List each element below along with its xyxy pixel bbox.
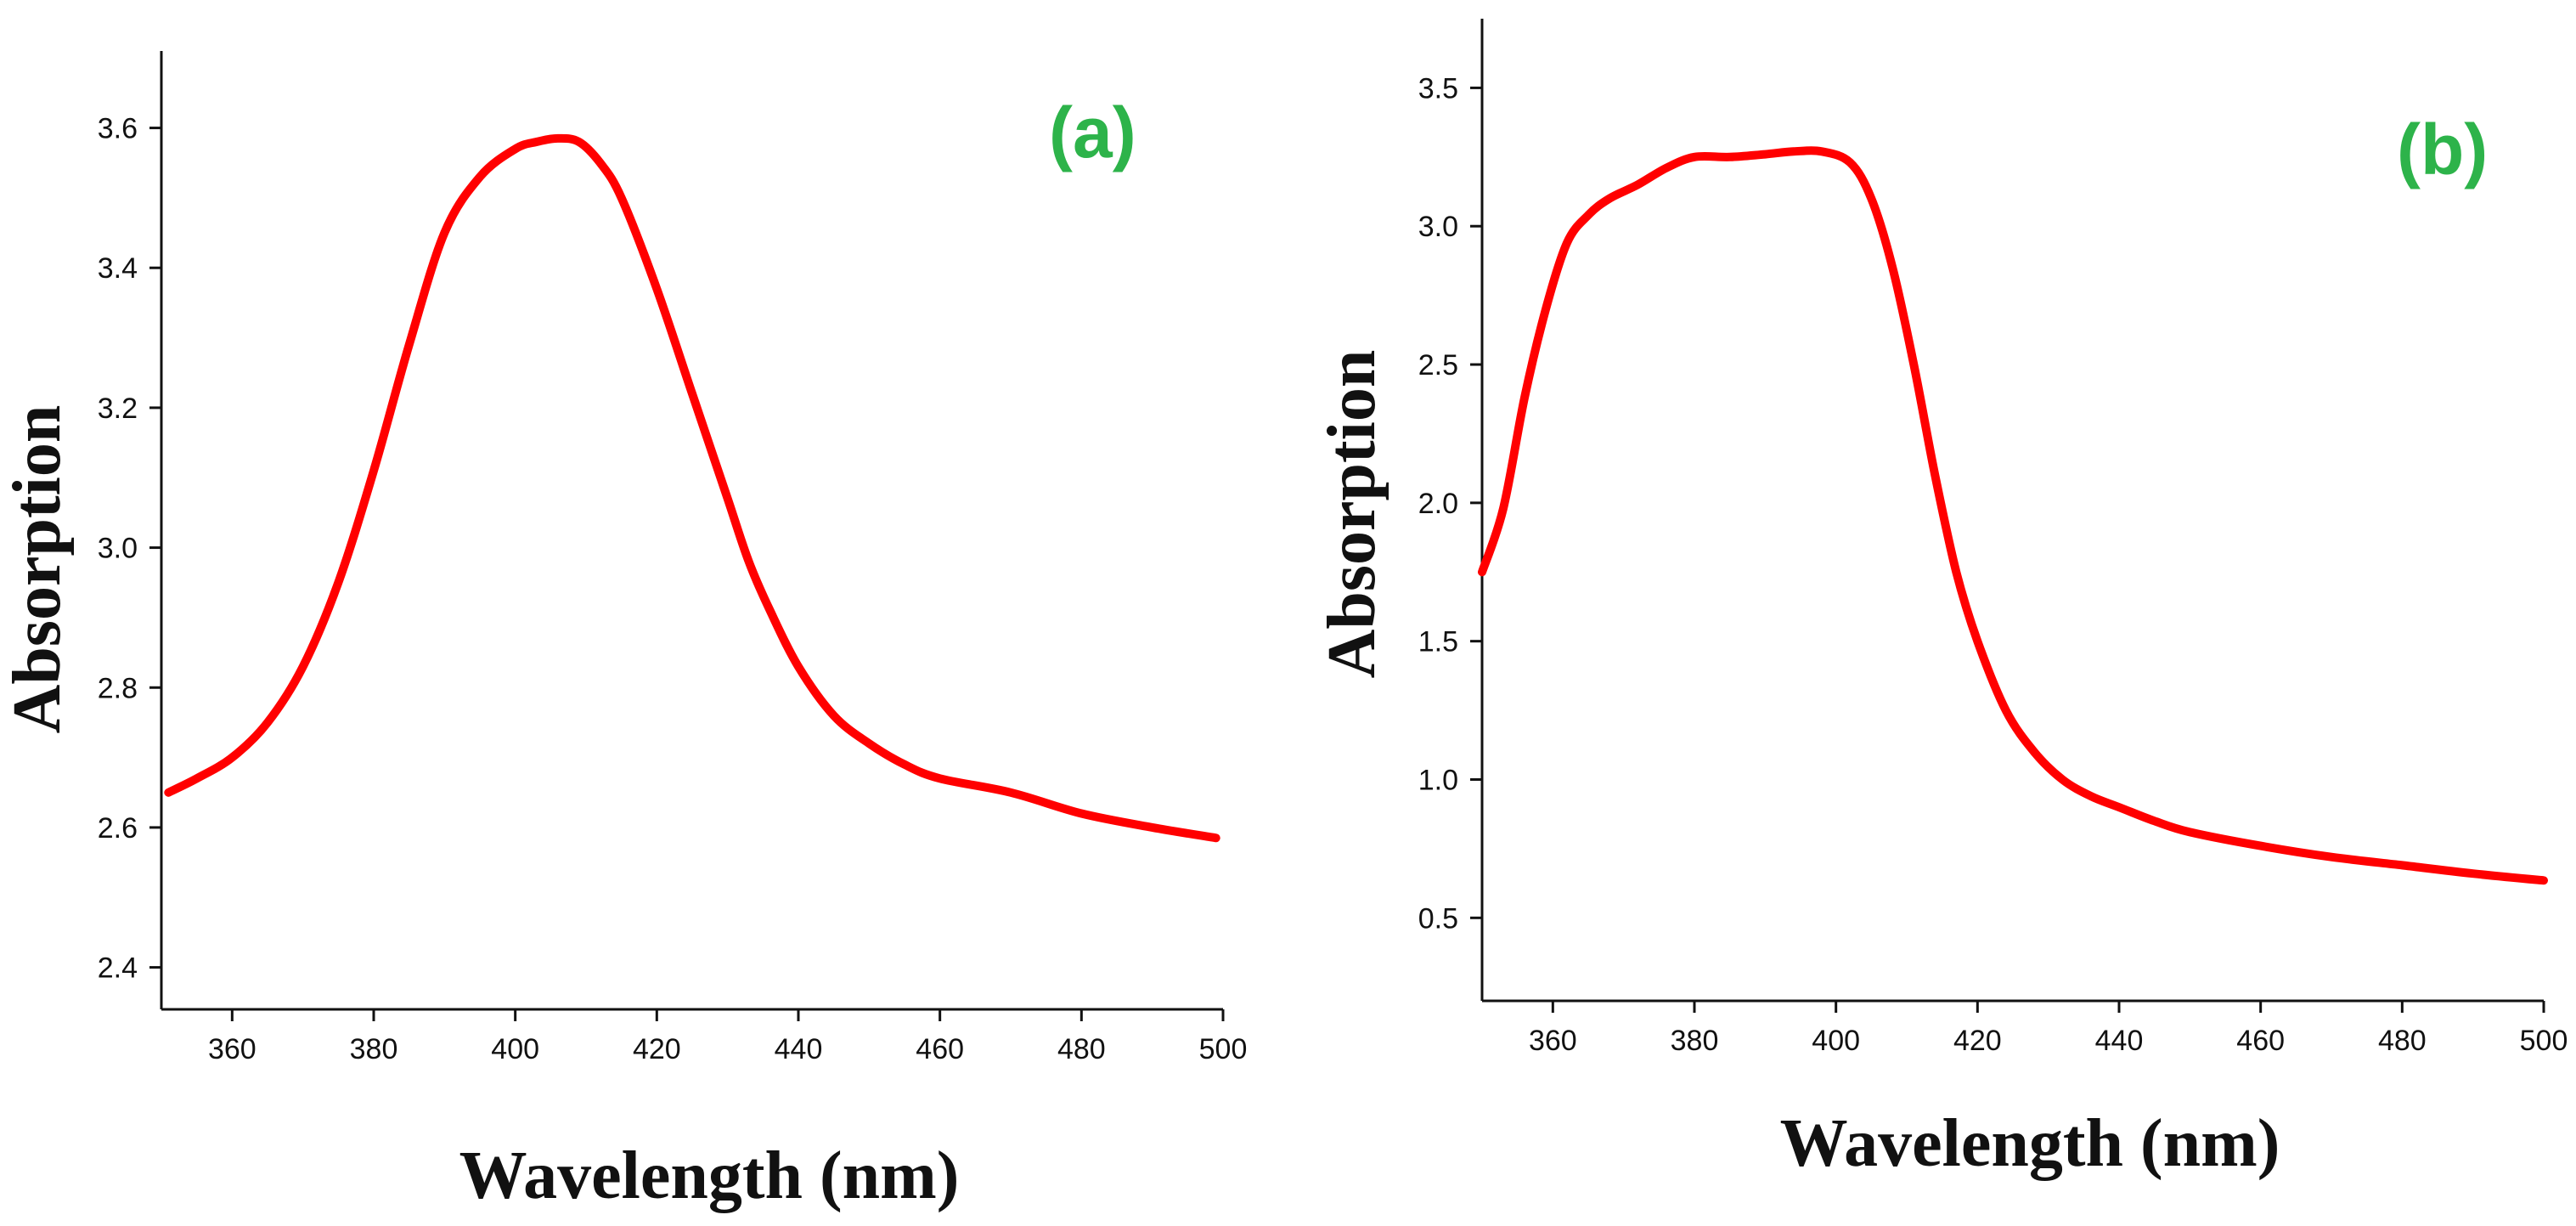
y-tick-label-a-0: 2.4 (98, 952, 138, 985)
x-tick-label-a-7: 500 (1199, 1033, 1248, 1065)
panel-label-b: (b) (2397, 110, 2488, 189)
tick-group-a: 360 380 400 420 440 460 480 500 2.4 2.6 2.8 3.0 3.2 3… (98, 113, 1248, 1065)
x-tick-label-a-3: 420 (633, 1033, 681, 1065)
y-tick-label-a-1: 2.6 (98, 812, 138, 845)
x-tick-label-b-2: 400 (1812, 1025, 1860, 1057)
y-tick-label-a-2: 2.8 (98, 672, 138, 704)
x-tick-label-b-3: 420 (1953, 1025, 2002, 1057)
x-tick-label-a-1: 380 (350, 1033, 398, 1065)
y-tick-label-b-3: 2.0 (1418, 488, 1458, 520)
y-axis-title-a: Absorption (0, 405, 75, 734)
x-tick-label-a-6: 480 (1057, 1033, 1106, 1065)
y-tick-label-a-6: 3.6 (98, 113, 138, 145)
x-tick-label-b-1: 380 (1671, 1025, 1719, 1057)
x-tick-label-b-0: 360 (1529, 1025, 1577, 1057)
chart-panel-b: 360 380 400 420 440 460 480 500 0.5 1.0 1.5 2.0 2.5 3… (1315, 19, 2568, 1181)
y-tick-label-b-4: 2.5 (1418, 349, 1458, 381)
absorption-line-a (164, 133, 1220, 843)
y-tick-label-a-4: 3.2 (98, 393, 138, 425)
chart-panel-a: 360 380 400 420 440 460 480 500 2.4 2.6 2.8 3.0 3.2 3… (0, 51, 1247, 1213)
y-tick-label-a-5: 3.4 (98, 252, 138, 285)
x-axis-title-b: Wavelength (nm) (1780, 1106, 2280, 1181)
x-tick-label-b-6: 480 (2378, 1025, 2427, 1057)
x-tick-label-b-5: 460 (2236, 1025, 2285, 1057)
y-tick-label-a-3: 3.0 (98, 533, 138, 565)
y-tick-label-b-6: 3.5 (1418, 72, 1458, 105)
tick-group-b: 360 380 400 420 440 460 480 500 0.5 1.0 1.5 2.0 2.5 3… (1418, 72, 2568, 1057)
x-axis-title-a: Wavelength (nm) (459, 1138, 960, 1213)
x-tick-label-a-4: 440 (775, 1033, 823, 1065)
x-tick-label-b-4: 440 (2095, 1025, 2144, 1057)
absorption-line-b (1478, 146, 2548, 885)
panel-label-a: (a) (1049, 93, 1136, 172)
y-axis-title-b: Absorption (1315, 350, 1389, 679)
y-tick-label-b-1: 1.0 (1418, 764, 1458, 796)
x-tick-label-a-5: 460 (916, 1033, 964, 1065)
y-tick-label-b-2: 1.5 (1418, 626, 1458, 658)
x-tick-label-b-7: 500 (2520, 1025, 2568, 1057)
y-tick-label-b-0: 0.5 (1418, 902, 1458, 935)
x-tick-label-a-0: 360 (208, 1033, 256, 1065)
y-tick-label-b-5: 3.0 (1418, 211, 1458, 243)
x-tick-label-a-2: 400 (491, 1033, 539, 1065)
